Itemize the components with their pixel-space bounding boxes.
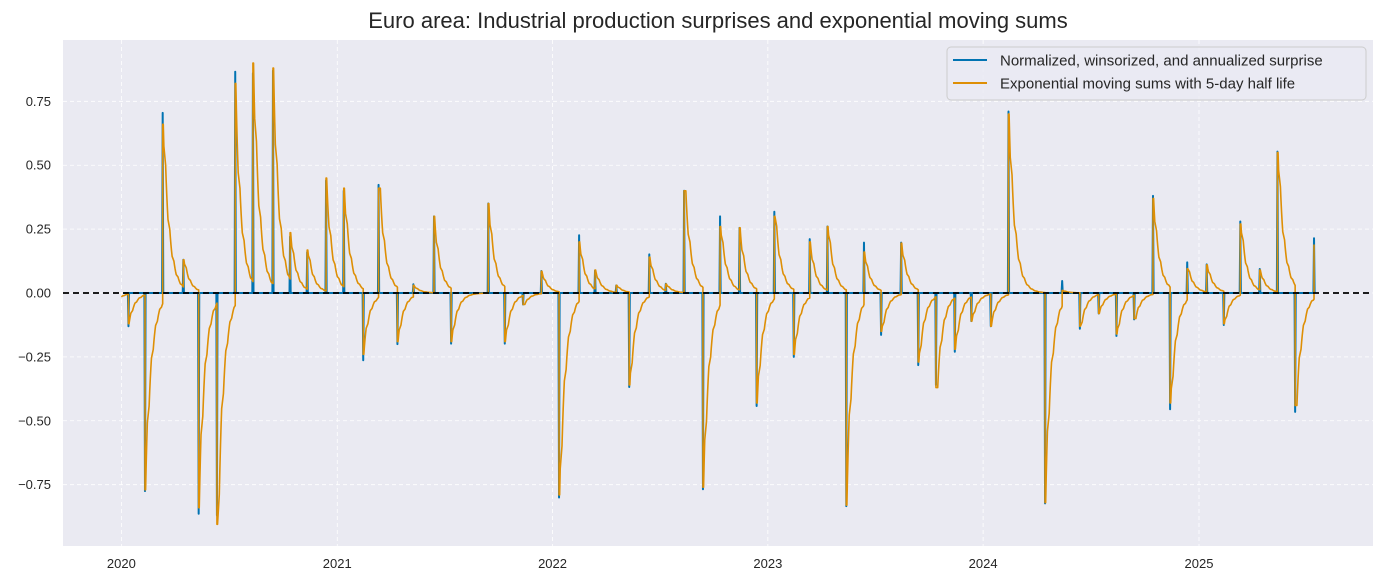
x-tick-label: 2025 (1185, 556, 1214, 571)
x-tick-label: 2023 (753, 556, 782, 571)
x-axis-tick-labels: 2020 2021 2022 2023 2024 2025 (107, 556, 1214, 571)
y-tick-label: −0.75 (18, 477, 51, 492)
legend-label-ems: Exponential moving sums with 5-day half … (1000, 76, 1295, 93)
y-tick-label: −0.50 (18, 413, 51, 428)
y-tick-label: −0.25 (18, 349, 51, 364)
legend-label-surprise: Normalized, winsorized, and annualized s… (1000, 53, 1323, 70)
chart-title: Euro area: Industrial production surpris… (368, 8, 1068, 33)
y-tick-label: 0.75 (26, 94, 51, 109)
x-tick-label: 2021 (323, 556, 352, 571)
y-tick-label: 0.25 (26, 222, 51, 237)
legend: Normalized, winsorized, and annualized s… (946, 46, 1367, 101)
ems-series (120, 62, 1315, 526)
y-tick-label: 0.50 (26, 158, 51, 173)
ems-line (120, 62, 1315, 526)
y-tick-label: 0.00 (26, 286, 51, 301)
x-tick-label: 2024 (969, 556, 998, 571)
legend-box (946, 46, 1367, 101)
y-axis-tick-labels: −0.75 −0.50 −0.25 0.00 0.25 0.50 0.75 (18, 94, 51, 492)
x-tick-label: 2020 (107, 556, 136, 571)
x-tick-label: 2022 (538, 556, 567, 571)
